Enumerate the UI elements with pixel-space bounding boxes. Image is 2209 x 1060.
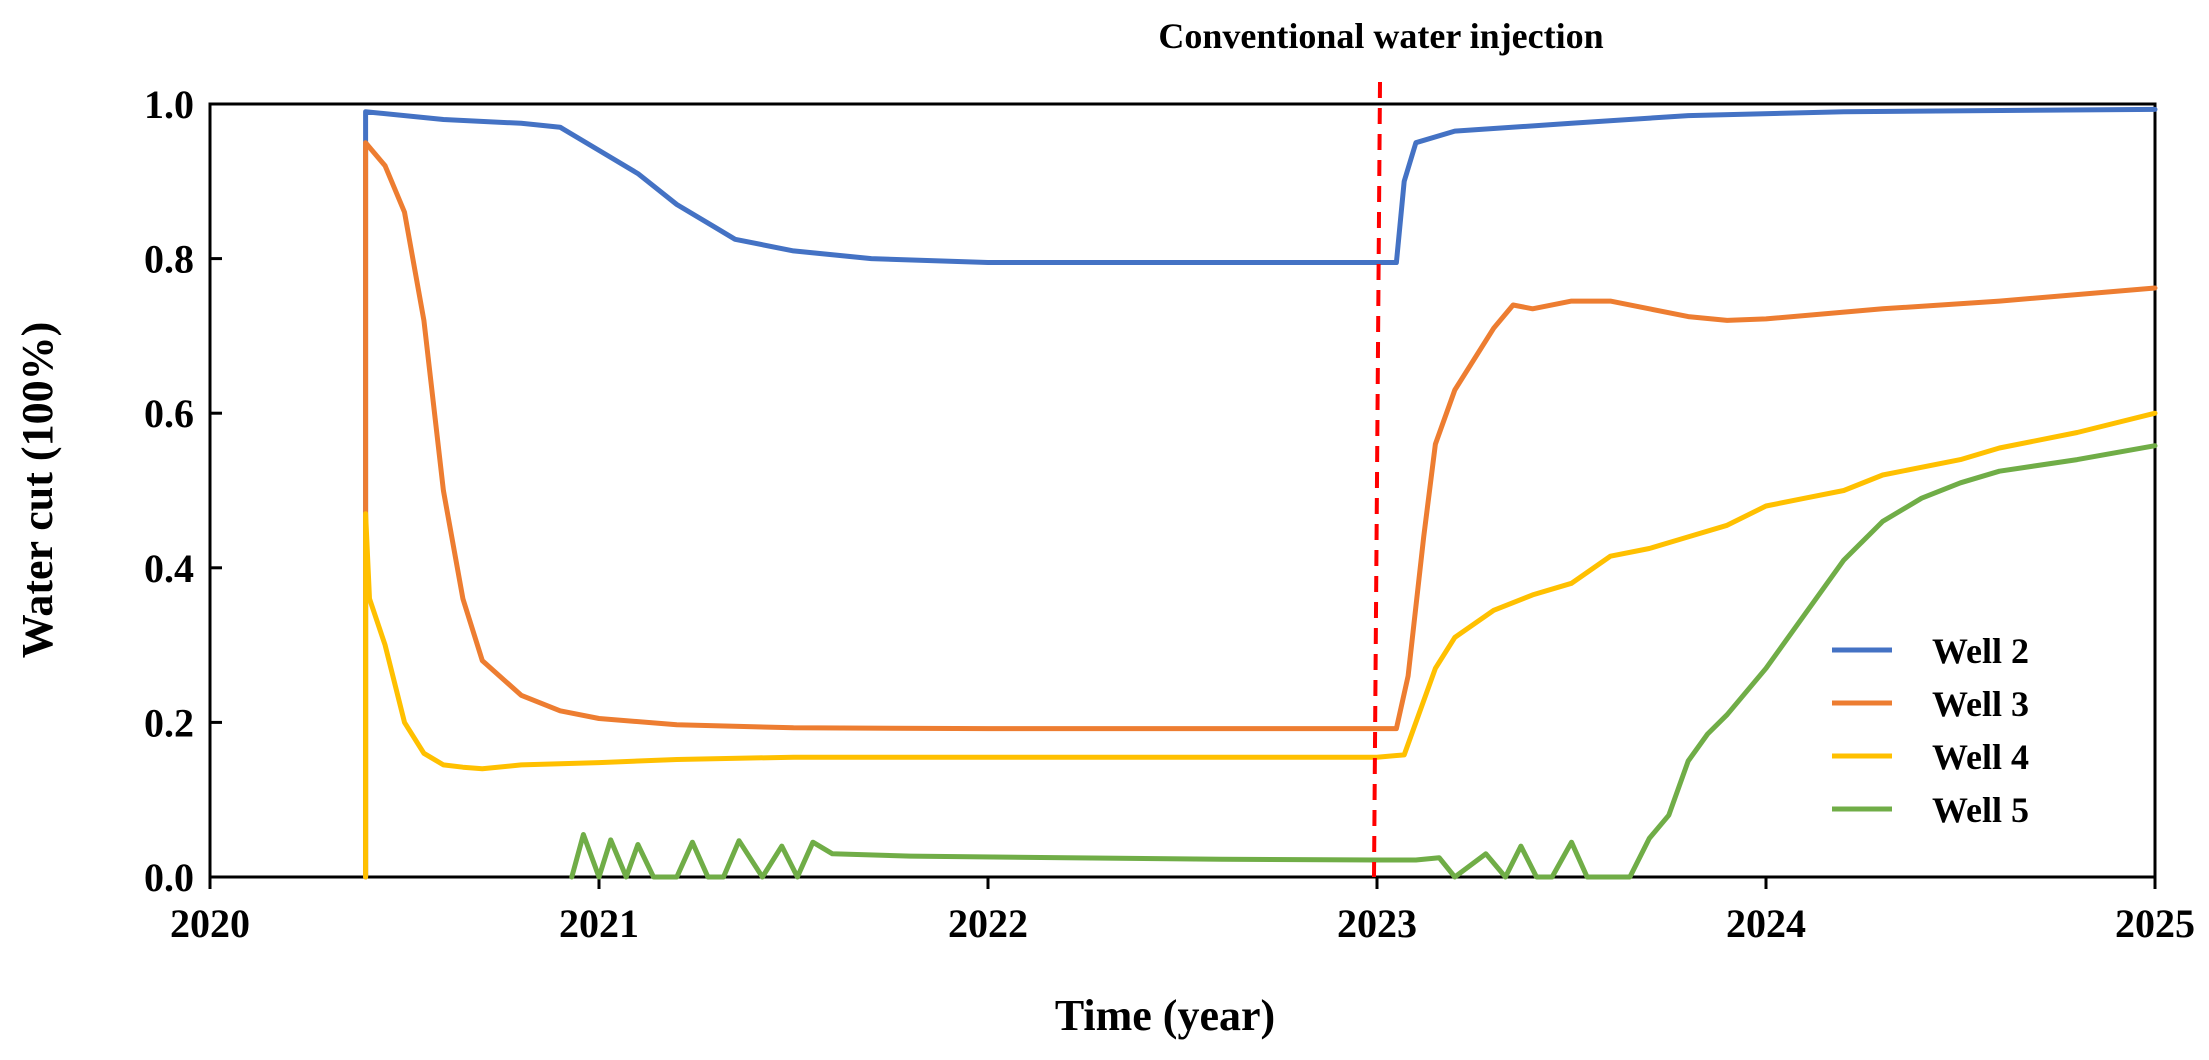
series-line-well-2 xyxy=(363,106,2158,880)
x-axis-label: Time (year) xyxy=(1055,991,1275,1040)
y-tick-label: 0.6 xyxy=(144,391,194,436)
x-tick-label: 2020 xyxy=(170,901,250,946)
series-layer xyxy=(363,106,2158,880)
plot-area-frame xyxy=(208,102,2157,879)
y-tick-label: 0.0 xyxy=(144,855,194,900)
annotation-layer: Conventional water injection xyxy=(1158,16,1604,878)
x-tick-label: 2025 xyxy=(2115,901,2195,946)
x-axis-ticks: 2020 2021 2022 2023 2024 2025 xyxy=(170,877,2195,946)
legend-label: Well 3 xyxy=(1932,684,2029,724)
x-tick-label: 2022 xyxy=(948,901,1028,946)
injection-marker-line xyxy=(1372,81,1382,878)
series-line-well-3 xyxy=(363,140,2158,880)
series-line-well-4 xyxy=(363,410,2158,880)
y-tick-label: 0.4 xyxy=(144,546,194,591)
injection-marker-label: Conventional water injection xyxy=(1158,16,1603,56)
y-axis-ticks: 0.0 0.2 0.4 0.6 0.8 1.0 xyxy=(144,82,222,900)
x-tick-label: 2023 xyxy=(1337,901,1417,946)
legend-label: Well 4 xyxy=(1932,737,2029,777)
series-line-well-5 xyxy=(569,443,2158,880)
y-tick-label: 1.0 xyxy=(144,82,194,127)
x-tick-label: 2021 xyxy=(559,901,639,946)
x-tick-label: 2024 xyxy=(1726,901,1806,946)
y-axis-label: Water cut (100%) xyxy=(13,322,62,658)
legend-label: Well 2 xyxy=(1932,631,2029,671)
y-tick-label: 0.8 xyxy=(144,237,194,282)
legend-label: Well 5 xyxy=(1932,790,2029,830)
legend: Well 2 Well 3 Well 4 Well 5 xyxy=(1832,631,2029,830)
y-tick-label: 0.2 xyxy=(144,700,194,745)
